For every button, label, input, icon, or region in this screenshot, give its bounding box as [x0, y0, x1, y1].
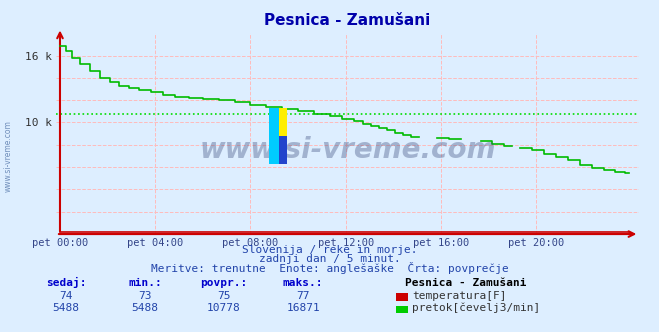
Text: 75: 75	[217, 291, 231, 301]
Text: 16871: 16871	[286, 303, 320, 313]
Text: 74: 74	[59, 291, 72, 301]
Bar	[270, 108, 279, 164]
Text: Pesnica - Zamušani: Pesnica - Zamušani	[405, 278, 527, 288]
Text: 10778: 10778	[207, 303, 241, 313]
Text: 5488: 5488	[132, 303, 158, 313]
Text: www.si-vreme.com: www.si-vreme.com	[3, 120, 13, 192]
Text: Meritve: trenutne  Enote: anglešaške  Črta: povprečje: Meritve: trenutne Enote: anglešaške Črta…	[151, 262, 508, 274]
Bar	[279, 108, 287, 136]
Text: zadnji dan / 5 minut.: zadnji dan / 5 minut.	[258, 254, 401, 264]
Title: Pesnica - Zamušani: Pesnica - Zamušani	[264, 13, 431, 28]
Text: www.si-vreme.com: www.si-vreme.com	[200, 136, 496, 164]
Text: 77: 77	[297, 291, 310, 301]
Text: 73: 73	[138, 291, 152, 301]
Text: 5488: 5488	[53, 303, 79, 313]
Text: Slovenija / reke in morje.: Slovenija / reke in morje.	[242, 245, 417, 255]
Bar	[279, 136, 287, 164]
Text: maks.:: maks.:	[283, 278, 324, 288]
Text: sedaj:: sedaj:	[45, 277, 86, 288]
Text: povpr.:: povpr.:	[200, 278, 248, 288]
Text: pretok[čevelj3/min]: pretok[čevelj3/min]	[412, 303, 540, 313]
Text: min.:: min.:	[128, 278, 162, 288]
Text: temperatura[F]: temperatura[F]	[412, 291, 506, 301]
